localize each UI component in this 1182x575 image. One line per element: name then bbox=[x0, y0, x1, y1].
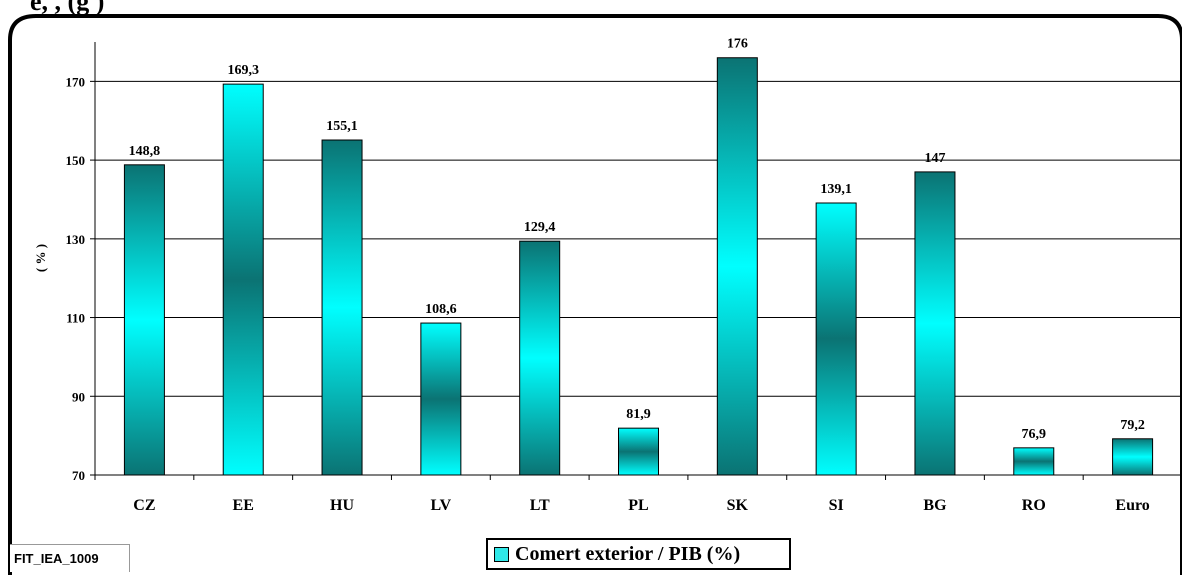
y-tick-label: 90 bbox=[72, 389, 85, 404]
legend-label: Comert exterior / PIB (%) bbox=[515, 542, 741, 565]
bar-lv bbox=[420, 322, 462, 476]
x-tick-label-si: SI bbox=[829, 497, 844, 514]
source-label: FIT_IEA_1009 bbox=[10, 544, 130, 572]
bar-ee bbox=[222, 83, 264, 476]
cropped-title-text: e, , (g ) bbox=[30, 0, 105, 16]
bar-bg bbox=[914, 171, 956, 476]
x-tick-label-sk: SK bbox=[727, 497, 749, 514]
x-tick-label-ee: EE bbox=[233, 497, 254, 514]
x-tick-label-euro: Euro bbox=[1115, 497, 1149, 514]
y-tick-label: 110 bbox=[66, 311, 85, 326]
data-label-pl: 81,9 bbox=[626, 407, 651, 422]
y-tick-label: 150 bbox=[66, 153, 86, 168]
y-tick-label: 70 bbox=[72, 468, 85, 483]
data-label-euro: 79,2 bbox=[1120, 418, 1145, 433]
data-label-hu: 155,1 bbox=[326, 119, 358, 134]
y-tick-label: 170 bbox=[66, 74, 86, 89]
bar-cz bbox=[123, 164, 165, 476]
bar-pl bbox=[618, 427, 659, 476]
bar-si bbox=[815, 202, 857, 476]
data-label-ee: 169,3 bbox=[227, 63, 259, 78]
x-tick-label-hu: HU bbox=[330, 497, 354, 514]
legend: Comert exterior / PIB (%) bbox=[486, 538, 791, 570]
bar-ro bbox=[1013, 447, 1055, 476]
x-tick-label-lv: LV bbox=[430, 497, 451, 514]
data-label-lv: 108,6 bbox=[425, 302, 457, 317]
x-tick-label-pl: PL bbox=[628, 497, 648, 514]
data-label-si: 139,1 bbox=[820, 182, 852, 197]
x-tick-label-cz: CZ bbox=[133, 497, 155, 514]
y-tick-label: 130 bbox=[66, 232, 86, 247]
data-label-cz: 148,8 bbox=[129, 144, 161, 159]
y-axis-label: ( % ) bbox=[33, 244, 48, 272]
gridlines bbox=[95, 80, 1182, 397]
data-label-lt: 129,4 bbox=[524, 220, 556, 235]
bar-sk bbox=[716, 57, 758, 476]
x-tick-label-ro: RO bbox=[1022, 497, 1046, 514]
bars bbox=[123, 57, 1154, 476]
data-label-ro: 76,9 bbox=[1022, 427, 1047, 442]
bar-hu bbox=[321, 139, 363, 476]
legend-swatch bbox=[494, 546, 509, 562]
data-label-sk: 176 bbox=[727, 37, 748, 52]
x-tick-label-bg: BG bbox=[923, 497, 947, 514]
labels: 70 90 110 130 150 170 148,8 CZ 169,3 EE 155,1 HU 108… bbox=[66, 37, 1150, 514]
chart-frame bbox=[8, 14, 1182, 575]
axes bbox=[90, 42, 1182, 480]
bar-euro bbox=[1112, 438, 1154, 476]
bar-lt bbox=[519, 240, 561, 476]
x-tick-label-lt: LT bbox=[530, 497, 550, 514]
data-label-bg: 147 bbox=[924, 151, 945, 166]
